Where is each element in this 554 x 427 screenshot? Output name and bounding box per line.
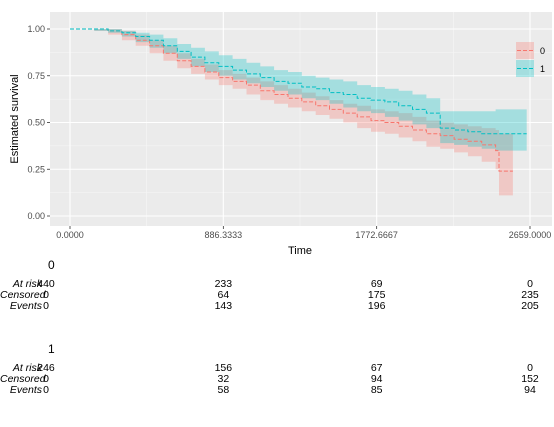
x-tick-label: 2659.0000 — [509, 230, 552, 240]
x-tick-label: 1772.6667 — [355, 230, 398, 240]
risk-table-cell: 0 — [527, 362, 533, 374]
risk-table-title: 0 — [48, 258, 55, 272]
survival-lines — [70, 28, 527, 172]
line-series-1 — [70, 28, 527, 135]
risk-table-cell: 233 — [214, 278, 233, 290]
risk-table-cell: 246 — [37, 362, 55, 374]
risk-table-cell: 143 — [214, 300, 233, 312]
risk-table-cell: 85 — [370, 384, 383, 396]
plot-panel — [50, 12, 552, 226]
risk-table-row-label: At risk — [12, 278, 42, 290]
risk-table-row-label: Events — [9, 384, 42, 396]
risk-table-cell: 152 — [521, 373, 539, 385]
risk-table-cell: 235 — [521, 289, 539, 301]
y-tick-label: 0.25 — [27, 164, 45, 174]
x-tick-label: 886.3333 — [205, 230, 243, 240]
legend: 01 — [516, 42, 545, 77]
risk-table-cell: 67 — [370, 362, 383, 374]
survival-chart: 0.00 0.25 0.50 0.75 1.00 0.0000 886.3333 1772.… — [9, 12, 552, 257]
y-axis-title: Estimated survival — [9, 74, 21, 163]
risk-table-cell: 205 — [521, 300, 539, 312]
risk-table-row-label: At risk — [12, 362, 42, 374]
legend-label-1: 1 — [540, 64, 545, 74]
y-tick-label: 0.50 — [27, 118, 45, 128]
risk-table-cell: 69 — [370, 278, 383, 290]
x-tick-label: 0.0000 — [56, 230, 84, 240]
risk-table-cell: 64 — [217, 289, 230, 301]
risk-table-cell: 0 — [43, 289, 49, 301]
ribbon-series-1 — [70, 29, 527, 151]
risk-table-cell: 0 — [43, 300, 49, 312]
risk-table-cell: 94 — [524, 384, 536, 396]
y-tick-label: 0.75 — [27, 71, 45, 81]
risk-table-cell: 196 — [367, 300, 386, 312]
x-axis-ticks: 0.0000 886.3333 1772.6667 2659.0000 — [56, 226, 551, 240]
risk-table-row-label: Censored — [0, 289, 46, 301]
x-axis-title: Time — [288, 245, 312, 257]
risk-table-cell: 0 — [43, 384, 49, 396]
legend-label-0: 0 — [540, 46, 545, 56]
risk-table-cell: 58 — [217, 384, 230, 396]
risk-table-cell: 440 — [37, 278, 55, 290]
risk-table-cell: 32 — [217, 373, 230, 385]
risk-table-cell: 0 — [527, 278, 533, 290]
risk-table-row-label: Censored — [0, 373, 46, 385]
line-series-0 — [70, 28, 513, 172]
y-tick-label: 0.00 — [27, 211, 45, 221]
risk-table-row-label: Events — [9, 300, 42, 312]
risk-table-cell: 156 — [214, 362, 233, 374]
risk-table-title: 1 — [48, 342, 55, 356]
risk-table-cell: 0 — [43, 373, 49, 385]
grid-minor — [50, 12, 552, 226]
y-axis-ticks: 0.00 0.25 0.50 0.75 1.00 — [27, 24, 50, 221]
risk-table-cell: 175 — [367, 289, 386, 301]
y-tick-label: 1.00 — [27, 24, 45, 34]
risk-table-cell: 94 — [370, 373, 383, 385]
confidence-ribbons — [70, 29, 527, 196]
grid-major — [50, 12, 552, 226]
